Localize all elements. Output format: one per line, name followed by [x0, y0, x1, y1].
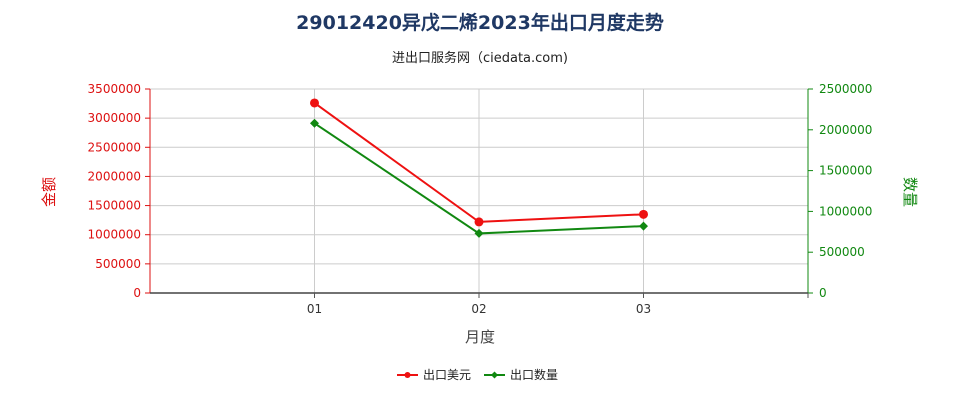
data-point[interactable]: [310, 98, 319, 108]
left-tick-label: 3000000: [88, 111, 141, 125]
right-axis-ticks: 0 500000 1000000 1500000 2000000 2500000: [808, 82, 872, 300]
legend-marker-usd: [404, 372, 411, 378]
x-tick-label: 03: [636, 302, 651, 316]
x-tick-label: 01: [307, 302, 322, 316]
left-axis-title: 金额: [40, 177, 58, 207]
data-point[interactable]: [639, 209, 648, 219]
x-tick-label: 02: [471, 302, 486, 316]
legend-label-quantity: 出口数量: [510, 367, 558, 382]
left-tick-label: 2000000: [88, 169, 141, 183]
right-axis-title: 数量: [901, 177, 919, 207]
right-tick-label: 2500000: [819, 82, 872, 96]
left-tick-label: 1000000: [88, 228, 141, 242]
series-layer: [310, 98, 648, 238]
legend-label-usd: 出口美元: [423, 368, 471, 382]
left-tick-label: 500000: [95, 257, 141, 271]
chart-title: 29012420异戊二烯2023年出口月度走势: [296, 11, 664, 34]
chart-subtitle: 进出口服务网（ciedata.com): [392, 50, 568, 66]
legend-marker-quantity: [491, 371, 498, 379]
x-axis-ticks: 01 02 03: [307, 293, 809, 316]
left-tick-label: 2500000: [88, 140, 141, 154]
right-tick-label: 0: [819, 286, 827, 300]
left-tick-label: 0: [133, 286, 141, 300]
left-tick-label: 3500000: [88, 82, 141, 96]
right-tick-label: 2000000: [819, 123, 872, 137]
legend-item-usd[interactable]: 出口美元: [397, 368, 471, 382]
legend: 出口美元 出口数量: [397, 367, 558, 382]
left-tick-label: 1500000: [88, 199, 141, 213]
x-axis-title: 月度: [465, 328, 495, 346]
left-axis-ticks: 0 500000 1000000 1500000 2000000 2500000 30000…: [88, 82, 150, 300]
legend-item-quantity[interactable]: 出口数量: [484, 367, 558, 382]
data-point[interactable]: [474, 228, 484, 238]
data-point[interactable]: [474, 217, 484, 227]
right-tick-label: 1500000: [819, 164, 872, 178]
data-point[interactable]: [310, 118, 319, 128]
grid: [150, 88, 808, 294]
right-tick-label: 500000: [819, 245, 865, 259]
data-point[interactable]: [639, 221, 648, 231]
right-tick-label: 1000000: [819, 204, 872, 218]
